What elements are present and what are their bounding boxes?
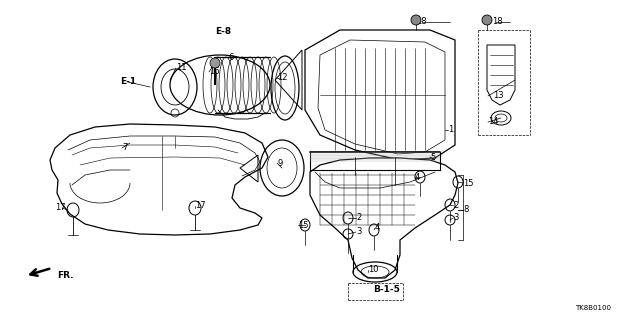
Text: 2: 2 — [453, 201, 458, 210]
Text: 11: 11 — [176, 63, 186, 72]
Text: 1: 1 — [448, 125, 453, 135]
Text: 12: 12 — [277, 73, 287, 83]
Text: TK8B0100: TK8B0100 — [575, 305, 611, 311]
Text: E-1: E-1 — [120, 78, 136, 86]
Text: 4: 4 — [415, 173, 420, 182]
Ellipse shape — [411, 15, 421, 25]
Text: 6: 6 — [228, 53, 234, 62]
Text: 17: 17 — [55, 204, 66, 212]
Text: 16: 16 — [209, 68, 220, 77]
Text: 18: 18 — [416, 18, 427, 26]
Text: 7: 7 — [122, 144, 127, 152]
Polygon shape — [305, 30, 455, 160]
Polygon shape — [50, 124, 268, 235]
Text: 17: 17 — [195, 202, 205, 211]
Ellipse shape — [482, 15, 492, 25]
Text: 9: 9 — [277, 159, 282, 167]
Text: 2: 2 — [356, 213, 361, 222]
Text: 8: 8 — [463, 205, 468, 214]
Text: 18: 18 — [492, 18, 502, 26]
Ellipse shape — [210, 58, 220, 68]
Text: 3: 3 — [453, 213, 458, 222]
Text: 10: 10 — [368, 265, 378, 275]
Text: 15: 15 — [298, 220, 308, 229]
Text: E-8: E-8 — [215, 27, 231, 36]
Polygon shape — [310, 158, 458, 278]
Text: B-1-5: B-1-5 — [373, 285, 400, 293]
Text: 14: 14 — [488, 117, 499, 127]
Text: 3: 3 — [356, 227, 362, 236]
Text: 13: 13 — [493, 92, 504, 100]
Text: 4: 4 — [375, 224, 380, 233]
Text: 15: 15 — [463, 179, 474, 188]
Text: FR.: FR. — [57, 271, 74, 280]
Text: 5: 5 — [430, 152, 435, 161]
